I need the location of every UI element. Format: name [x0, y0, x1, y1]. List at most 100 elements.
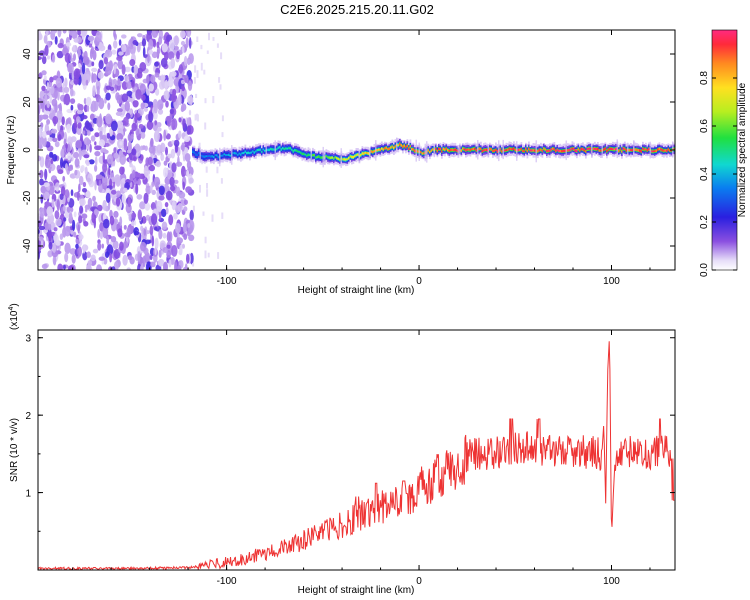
noise-blob: [90, 100, 97, 113]
noise-blob: [144, 202, 151, 211]
noise-blob: [186, 58, 191, 66]
signal-fringe: [459, 145, 461, 154]
signal-cell: [196, 153, 199, 156]
noise-blob: [62, 175, 66, 182]
signal-cell: [666, 149, 668, 152]
signal-cell: [345, 158, 347, 161]
signal-cell: [229, 154, 232, 157]
noise-blob: [186, 253, 190, 264]
signal-cell: [639, 149, 641, 152]
signal-cell: [658, 147, 661, 151]
noise-blob: [44, 158, 51, 169]
noise-blob: [95, 174, 103, 180]
noise-blob: [126, 81, 133, 89]
noise-blob: [175, 223, 181, 234]
noise-blob: [57, 30, 62, 36]
noise-blob: [117, 228, 123, 238]
snr-background: [38, 330, 675, 570]
signal-cell: [625, 149, 628, 152]
noise-blob: [151, 235, 155, 247]
noise-blob: [73, 77, 80, 85]
figure-title: C2E6.2025.215.20.11.G02: [280, 2, 434, 17]
noise-speck: [196, 70, 199, 78]
signal-cell: [234, 151, 236, 155]
noise-blob: [123, 187, 128, 193]
signal-cell: [523, 150, 526, 153]
signal-cell: [223, 153, 226, 156]
signal-fringe: [396, 137, 398, 153]
signal-cell: [241, 152, 244, 155]
noise-blob: [156, 144, 162, 154]
signal-cell: [216, 154, 218, 157]
signal-cell: [471, 148, 473, 151]
noise-blob: [54, 36, 58, 45]
noise-blob: [124, 66, 131, 73]
noise-blob: [181, 243, 185, 249]
noise-blob: [43, 110, 51, 115]
noise-blob: [92, 248, 99, 254]
signal-cell: [373, 150, 376, 153]
signal-cell: [222, 154, 224, 157]
signal-cell: [444, 148, 446, 151]
signal-cell: [252, 150, 254, 153]
noise-blob: [82, 244, 86, 254]
noise-blob: [57, 121, 61, 132]
noise-blob: [67, 152, 72, 161]
noise-blob: [168, 214, 174, 226]
noise-blob: [131, 212, 137, 219]
signal-cell: [567, 149, 569, 152]
signal-cell: [642, 147, 644, 150]
signal-cell: [525, 147, 527, 151]
signal-cell: [247, 151, 250, 154]
noise-blob: [73, 151, 80, 159]
signal-cell: [580, 147, 583, 151]
signal-cell: [339, 158, 341, 161]
signal-cell: [555, 149, 557, 153]
noise-blob: [105, 188, 111, 195]
noise-blob: [137, 33, 143, 38]
noise-speck: [219, 84, 222, 90]
noise-blob: [141, 94, 146, 101]
signal-cell: [271, 148, 274, 151]
noise-blob: [57, 263, 63, 270]
noise-speck: [212, 37, 215, 41]
noise-blob: [39, 207, 45, 218]
snr-x-label: Height of straight line (km): [298, 585, 415, 596]
noise-blob: [48, 241, 53, 250]
noise-blob: [57, 169, 64, 175]
signal-cell: [238, 152, 241, 155]
noise-blob: [133, 156, 137, 162]
noise-blob: [137, 178, 142, 186]
signal-cell: [400, 144, 403, 147]
noise-blob: [73, 231, 76, 238]
signal-cell: [300, 151, 302, 154]
noise-blob: [154, 61, 159, 67]
noise-blob: [150, 137, 154, 147]
colorbar-tick-label: 0.0: [699, 263, 710, 277]
noise-blob: [90, 135, 96, 142]
noise-blob: [41, 131, 47, 139]
noise-blob: [164, 79, 168, 91]
noise-blob: [70, 189, 74, 197]
noise-blob: [81, 213, 88, 219]
spectrogram-x-label: Height of straight line (km): [298, 285, 415, 296]
signal-cell: [348, 156, 350, 160]
signal-cell: [660, 148, 662, 151]
x-tick-label: 100: [603, 276, 620, 287]
y-tick-label: 1: [25, 489, 31, 500]
noise-blob: [153, 103, 158, 114]
noise-blob: [44, 201, 49, 206]
signal-cell: [303, 152, 305, 156]
signal-cell: [612, 148, 614, 151]
noise-blob: [77, 121, 82, 129]
noise-blob: [111, 120, 118, 132]
signal-cell: [249, 152, 251, 155]
noise-blob: [135, 127, 140, 136]
noise-blob: [86, 177, 91, 183]
noise-speck: [199, 184, 201, 193]
signal-cell: [378, 148, 380, 151]
noise-speck: [204, 98, 207, 104]
noise-blob: [144, 251, 151, 264]
signal-cell: [508, 147, 511, 150]
noise-blob: [79, 198, 86, 206]
